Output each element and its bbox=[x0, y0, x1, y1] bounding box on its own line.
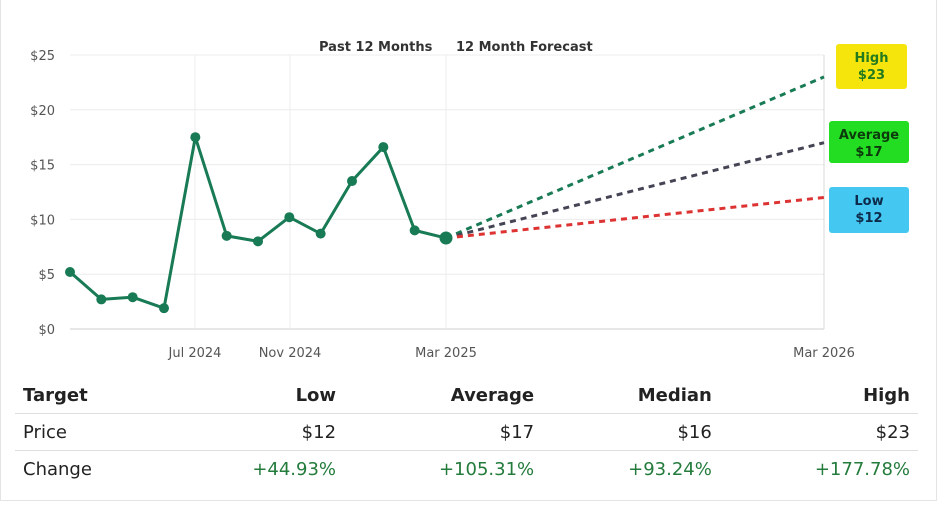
forecast-badge-average: Average $17 bbox=[829, 121, 909, 163]
y-tick-label: $15 bbox=[30, 159, 55, 174]
price-median: $16 bbox=[542, 413, 720, 451]
forecast-line-average bbox=[445, 141, 825, 240]
col-low: Low bbox=[166, 377, 345, 414]
history-point bbox=[315, 228, 326, 239]
chart-grid bbox=[70, 54, 825, 330]
price-high: $23 bbox=[719, 413, 918, 451]
x-axis: Jul 2024 Nov 2024 Mar 2025 Mar 2026 bbox=[168, 346, 855, 361]
history-point bbox=[96, 294, 107, 305]
price-average: $17 bbox=[344, 413, 543, 451]
table-row-change: Change +44.93% +105.31% +93.24% +177.78% bbox=[15, 451, 918, 488]
history-point bbox=[253, 236, 263, 247]
forecast-badge-low: Low $12 bbox=[829, 187, 909, 233]
forecast-line-high bbox=[445, 75, 825, 240]
legend-forecast[interactable]: 12 Month Forecast bbox=[456, 40, 593, 55]
forecast-line-low bbox=[445, 195, 825, 240]
badge-value: $17 bbox=[855, 145, 882, 160]
badge-label: Average bbox=[839, 128, 899, 143]
history-point bbox=[190, 132, 201, 143]
change-average: +105.31% bbox=[438, 458, 535, 480]
forecast-lines bbox=[445, 75, 825, 240]
badge-background bbox=[829, 121, 909, 163]
history-point bbox=[65, 267, 75, 278]
y-tick-label: $10 bbox=[30, 213, 55, 228]
badge-value: $23 bbox=[858, 68, 885, 83]
history-point bbox=[127, 292, 138, 303]
forecast-badge-high: High $23 bbox=[836, 44, 907, 89]
history-point bbox=[159, 303, 169, 314]
col-target: Target bbox=[15, 377, 167, 414]
history-point bbox=[347, 176, 357, 187]
history-point bbox=[284, 212, 295, 223]
forecast-badges: High $23 Average $17 Low $12 bbox=[829, 44, 909, 233]
history-line bbox=[69, 135, 447, 310]
change-median: +93.24% bbox=[628, 458, 712, 480]
badge-label: Low bbox=[854, 194, 883, 209]
forecast-table: Target Low Average Median High Price $12… bbox=[15, 377, 918, 487]
history-point bbox=[439, 231, 453, 245]
x-tick-mar-2026: Mar 2026 bbox=[793, 346, 855, 361]
y-tick-label: $5 bbox=[38, 268, 55, 283]
table-header-row: Target Low Average Median High bbox=[15, 377, 918, 414]
col-average: Average bbox=[344, 377, 543, 414]
change-label: Change bbox=[23, 458, 92, 480]
price-low: $12 bbox=[166, 413, 345, 451]
change-low: +44.93% bbox=[252, 458, 337, 480]
y-tick-label: $0 bbox=[38, 323, 55, 338]
table-row-price: Price $12 $17 $16 $23 bbox=[15, 413, 918, 451]
legend-past[interactable]: Past 12 Months bbox=[319, 40, 433, 55]
y-axis: $0 $5 $10 $15 $20 $25 bbox=[30, 49, 55, 338]
col-median: Median bbox=[542, 377, 720, 414]
history-point bbox=[378, 142, 389, 153]
price-label: Price bbox=[15, 413, 167, 451]
y-tick-label: $20 bbox=[30, 104, 55, 119]
badge-background bbox=[829, 187, 909, 233]
history-point bbox=[221, 230, 232, 241]
forecast-card: $0 $5 $10 $15 $20 $25 Jul 2024 Nov 2024 Mar 202… bbox=[0, 0, 937, 501]
badge-value: $12 bbox=[855, 211, 882, 226]
history-series bbox=[65, 132, 453, 314]
y-tick-label: $25 bbox=[30, 49, 55, 64]
badge-background bbox=[836, 44, 907, 89]
x-tick-nov-2024: Nov 2024 bbox=[259, 346, 322, 361]
col-high: High bbox=[719, 377, 918, 414]
change-high: +177.78% bbox=[814, 458, 910, 480]
x-tick-mar-2025: Mar 2025 bbox=[415, 346, 477, 361]
x-tick-jul-2024: Jul 2024 bbox=[168, 346, 222, 361]
price-forecast-chart: $0 $5 $10 $15 $20 $25 Jul 2024 Nov 2024 Mar 202… bbox=[30, 40, 909, 361]
badge-label: High bbox=[855, 51, 889, 66]
history-point bbox=[409, 225, 420, 236]
